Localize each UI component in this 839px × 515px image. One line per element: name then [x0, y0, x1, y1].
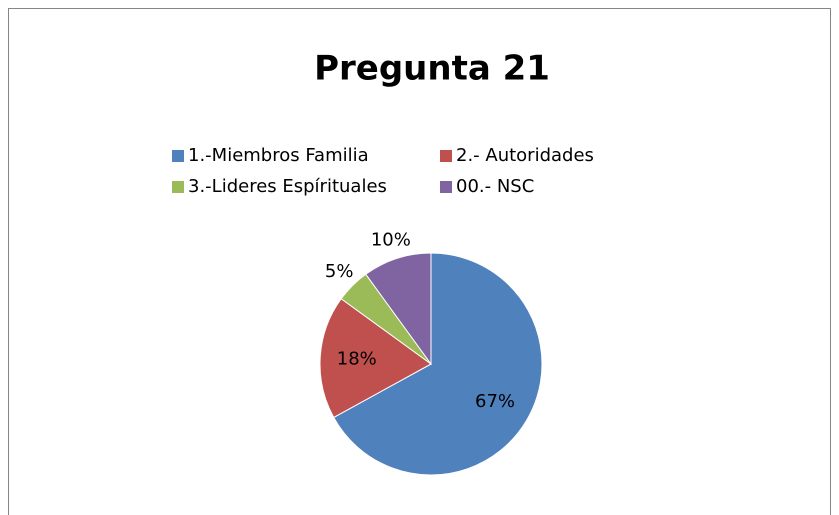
legend-label: 2.- Autoridades	[456, 145, 594, 166]
legend-swatch	[440, 181, 452, 193]
pie-slice	[365, 252, 432, 366]
pie-slice	[333, 252, 543, 476]
legend-swatch	[172, 150, 184, 162]
pie-slice	[319, 298, 432, 419]
legend-label: 3.-Lideres Espírituales	[188, 176, 387, 197]
value-label: 67%	[475, 391, 515, 412]
value-label: 18%	[337, 348, 377, 369]
value-label: 10%	[371, 229, 411, 250]
chart-title: Pregunta 21	[314, 49, 550, 89]
legend-label: 00.- NSC	[456, 176, 534, 197]
chart-border	[8, 8, 831, 515]
legend-swatch	[440, 150, 452, 162]
legend-swatch	[172, 181, 184, 193]
value-label: 5%	[325, 261, 354, 282]
legend-label: 1.-Miembros Familia	[188, 145, 369, 166]
